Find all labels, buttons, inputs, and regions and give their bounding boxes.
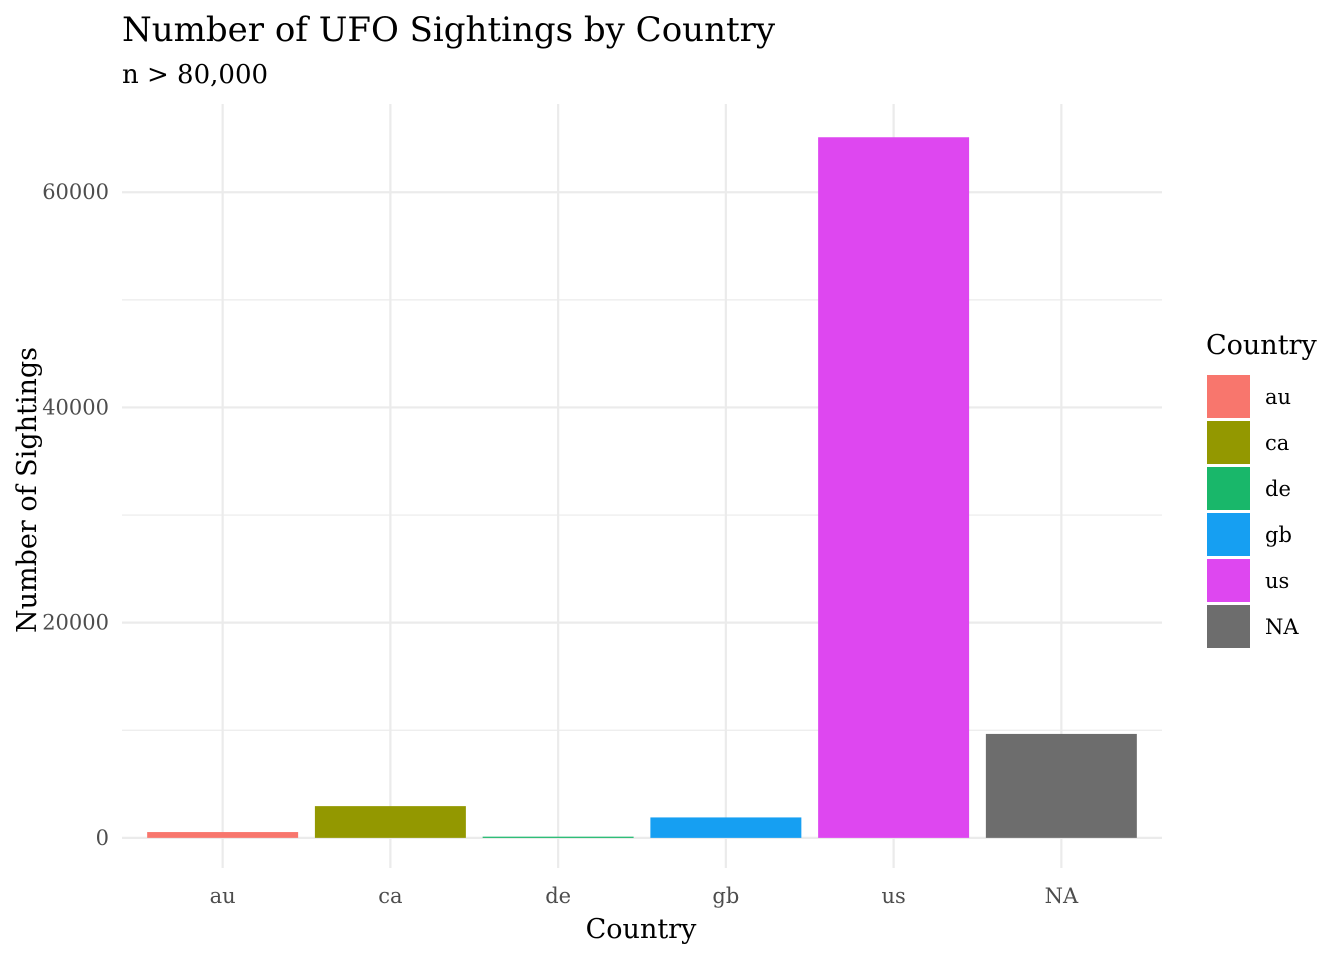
x-tick-label: au: [210, 884, 236, 908]
legend-title: Country: [1206, 330, 1317, 361]
bar-us: [818, 137, 970, 838]
legend-label-NA: NA: [1265, 615, 1299, 639]
bar-gb: [650, 817, 802, 838]
bar-NA: [985, 733, 1137, 838]
legend-swatch-de: [1207, 467, 1250, 510]
legend-swatch-au: [1207, 375, 1250, 418]
y-tick-label: 40000: [42, 395, 109, 419]
legend-label-gb: gb: [1265, 523, 1292, 547]
legend-label-au: au: [1265, 385, 1291, 409]
x-tick-label: de: [545, 884, 571, 908]
bar-au: [147, 832, 299, 838]
y-tick-label: 20000: [42, 611, 109, 635]
legend-swatch-NA: [1207, 605, 1250, 648]
y-axis-title: Number of Sightings: [12, 347, 43, 633]
bar-de: [482, 836, 634, 838]
y-tick-label: 0: [96, 826, 109, 850]
y-tick-label: 60000: [42, 180, 109, 204]
x-tick-label: us: [881, 884, 905, 908]
legend-swatch-us: [1207, 559, 1250, 602]
bars: [147, 137, 1137, 838]
x-tick-label: ca: [378, 884, 402, 908]
legend-swatch-ca: [1207, 421, 1250, 464]
legend-swatch-gb: [1207, 513, 1250, 556]
x-tick-label: NA: [1045, 884, 1079, 908]
chart-subtitle: n > 80,000: [122, 60, 268, 90]
legend-label-de: de: [1265, 477, 1291, 501]
chart-title: Number of UFO Sightings by Country: [122, 10, 776, 50]
x-tick-label: gb: [712, 884, 739, 908]
legend-label-ca: ca: [1265, 431, 1289, 455]
legend: au ca de gb us NA: [1207, 375, 1299, 648]
legend-label-us: us: [1265, 569, 1289, 593]
x-tick-labels: au ca de gb us NA: [210, 884, 1079, 908]
bar-ca: [314, 806, 466, 838]
x-axis-title: Country: [586, 914, 697, 945]
y-tick-labels: 0 20000 40000 60000: [42, 180, 109, 850]
